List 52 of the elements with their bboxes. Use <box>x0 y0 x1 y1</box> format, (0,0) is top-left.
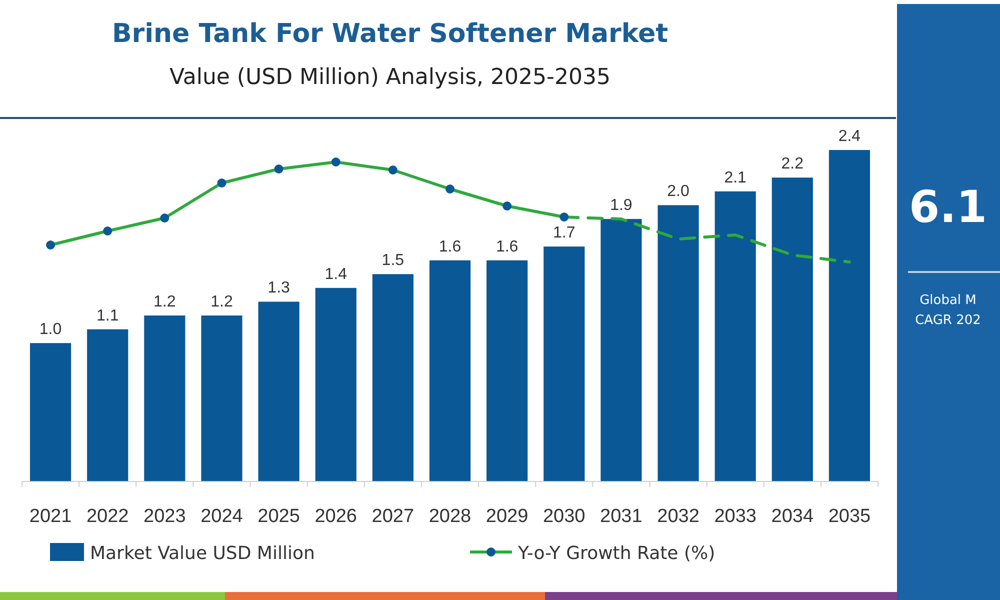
x-tick-label: 2021 <box>29 506 72 527</box>
x-tick-label: 2033 <box>714 506 756 527</box>
x-tick-label: 2028 <box>428 506 472 527</box>
data-label: 2.0 <box>667 183 690 200</box>
data-label: 1.6 <box>438 238 462 256</box>
x-tick-label: 2027 <box>372 506 414 527</box>
x-tick-label: 2032 <box>657 506 700 527</box>
data-label: 2.2 <box>781 156 804 173</box>
chart-title: Brine Tank For Water Softener Market <box>112 19 668 49</box>
data-label: 1.2 <box>210 294 233 310</box>
x-tick-label: 2029 <box>486 506 528 527</box>
data-label: 2.1 <box>724 169 747 186</box>
bar <box>828 150 870 481</box>
bar <box>658 205 699 481</box>
data-label: 1.6 <box>496 238 518 256</box>
bar <box>372 274 414 481</box>
bar <box>87 329 128 481</box>
x-tick-label: 2022 <box>86 506 129 527</box>
data-label: 1.4 <box>324 266 348 283</box>
bar <box>258 302 300 481</box>
x-tick-label: 2030 <box>542 506 586 527</box>
legend-label: Y-o-Y Growth Rate (%) <box>517 543 716 564</box>
bar <box>144 316 186 481</box>
x-tick-label: 2026 <box>314 506 358 527</box>
bar <box>429 260 471 481</box>
chart-subtitle: Value (USD Million) Analysis, 2025-2035 <box>170 65 610 90</box>
data-label: 1.1 <box>96 307 119 324</box>
text: 6.1 <box>909 182 987 233</box>
legend-label: Market Value USD Million <box>90 543 315 564</box>
text: CAGR 202 <box>915 313 981 328</box>
x-tick-label: 2025 <box>258 506 300 527</box>
bar <box>486 260 528 481</box>
x-tick-label: 2034 <box>771 506 814 527</box>
data-label: 1.9 <box>610 196 632 214</box>
data-label: 1.3 <box>268 280 290 297</box>
x-tick-label: 2024 <box>200 506 244 527</box>
data-label: 1.7 <box>553 224 576 242</box>
text: Global M <box>920 293 976 308</box>
bar <box>544 246 585 481</box>
bar <box>30 343 72 481</box>
bar <box>714 191 756 481</box>
x-tick-label: 2023 <box>144 506 186 527</box>
x-tick-label: 2031 <box>600 506 642 527</box>
data-label: 1.0 <box>39 321 62 338</box>
bar <box>600 218 642 481</box>
data-label: 1.2 <box>154 294 176 310</box>
bar <box>772 178 813 481</box>
bar <box>201 316 242 481</box>
data-label: 1.5 <box>382 252 404 270</box>
x-tick-label: 2035 <box>828 506 871 527</box>
bar <box>315 288 356 481</box>
data-label: 2.4 <box>838 128 861 145</box>
